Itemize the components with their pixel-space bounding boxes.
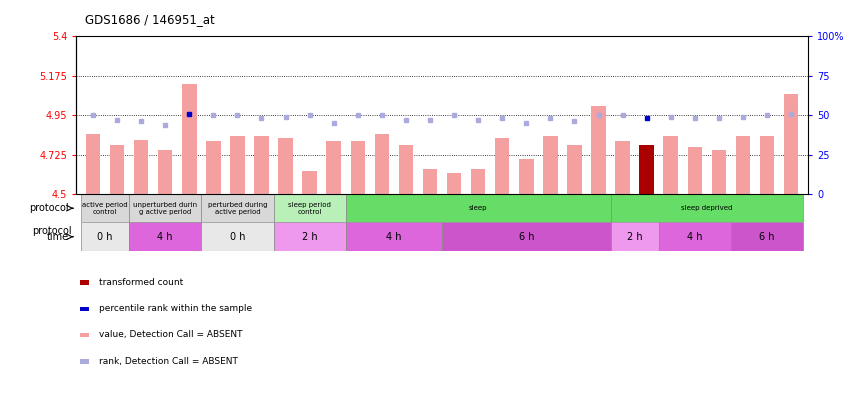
Bar	[731, 222, 803, 251]
Text: 2 h: 2 h	[627, 232, 642, 242]
Bar	[273, 222, 346, 251]
Bar	[327, 141, 341, 194]
Text: 2 h: 2 h	[302, 232, 317, 242]
Text: unperturbed durin
g active period: unperturbed durin g active period	[133, 202, 197, 215]
Text: sleep: sleep	[469, 205, 487, 211]
Bar	[615, 141, 629, 194]
Text: 4 h: 4 h	[157, 232, 173, 242]
Text: 0 h: 0 h	[229, 232, 245, 242]
Text: sleep deprived: sleep deprived	[681, 205, 733, 211]
Bar	[346, 222, 442, 251]
Bar	[640, 145, 654, 194]
Bar	[206, 141, 221, 194]
Bar	[591, 107, 606, 194]
Bar	[85, 134, 100, 194]
Text: percentile rank within the sample: percentile rank within the sample	[99, 304, 252, 313]
Bar	[519, 159, 534, 194]
Bar	[611, 194, 803, 222]
Text: active period
control: active period control	[82, 202, 128, 215]
Bar	[230, 136, 244, 194]
Bar	[110, 145, 124, 194]
Text: 4 h: 4 h	[386, 232, 402, 242]
Bar	[350, 141, 365, 194]
Bar	[711, 150, 726, 194]
Bar	[375, 134, 389, 194]
Bar	[129, 194, 201, 222]
Bar	[158, 150, 173, 194]
Bar	[182, 84, 196, 194]
Bar	[567, 145, 582, 194]
Bar	[447, 173, 461, 194]
Bar	[760, 136, 774, 194]
Text: sleep period
control: sleep period control	[288, 202, 331, 215]
Bar	[273, 194, 346, 222]
Bar	[784, 94, 799, 194]
Bar	[471, 169, 486, 194]
Text: rank, Detection Call = ABSENT: rank, Detection Call = ABSENT	[99, 357, 238, 366]
Text: protocol: protocol	[30, 203, 69, 213]
Bar	[81, 194, 129, 222]
Bar	[688, 147, 702, 194]
Bar	[736, 136, 750, 194]
Text: protocol: protocol	[32, 226, 72, 236]
Bar	[495, 138, 509, 194]
Bar	[346, 194, 611, 222]
Bar	[302, 171, 317, 194]
Text: 4 h: 4 h	[687, 232, 702, 242]
Bar	[423, 169, 437, 194]
Text: perturbed during
active period: perturbed during active period	[207, 202, 267, 215]
Bar	[611, 222, 659, 251]
Text: GDS1686 / 146951_at: GDS1686 / 146951_at	[85, 13, 214, 26]
Text: time: time	[47, 232, 69, 242]
Bar	[659, 222, 731, 251]
Text: transformed count: transformed count	[99, 278, 184, 287]
Bar	[255, 136, 269, 194]
Bar	[129, 222, 201, 251]
Bar	[201, 194, 273, 222]
Bar	[442, 222, 611, 251]
Bar	[134, 140, 148, 194]
Bar	[663, 136, 678, 194]
Text: value, Detection Call = ABSENT: value, Detection Call = ABSENT	[99, 330, 243, 339]
Text: 6 h: 6 h	[759, 232, 775, 242]
Bar	[278, 138, 293, 194]
Bar	[543, 136, 558, 194]
Text: 6 h: 6 h	[519, 232, 534, 242]
Bar	[201, 222, 273, 251]
Text: 0 h: 0 h	[97, 232, 113, 242]
Bar	[81, 222, 129, 251]
Bar	[398, 145, 413, 194]
